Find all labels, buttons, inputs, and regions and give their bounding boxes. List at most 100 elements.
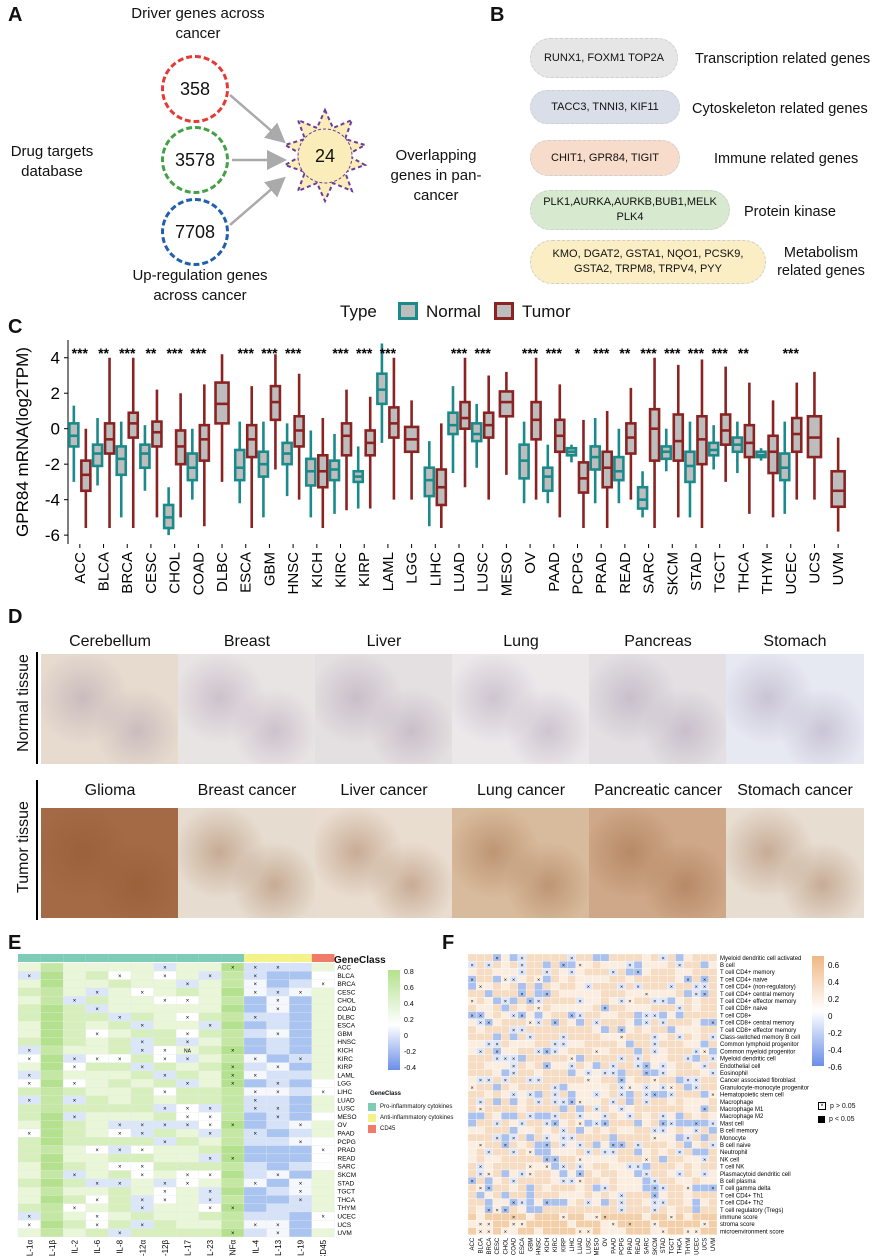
- ns-mark: ×: [231, 1049, 235, 1055]
- cell-f: [550, 1177, 560, 1185]
- cell-e: [40, 1004, 64, 1013]
- ns-mark: ×: [570, 1013, 573, 1019]
- cell-e: [153, 1012, 177, 1022]
- cell-f: [667, 1227, 676, 1235]
- cell-f: [476, 1112, 485, 1120]
- cell-f: [642, 1220, 651, 1228]
- ns-mark: ×: [562, 1042, 565, 1048]
- box-normal-KIRC: [328, 434, 341, 514]
- cell-f: [691, 1097, 701, 1106]
- ns-mark: ×: [276, 1065, 280, 1071]
- cell-e: [63, 1029, 86, 1038]
- box-tumor-THCA: [743, 382, 756, 514]
- cell-f: [542, 1025, 552, 1034]
- ns-mark: ×: [487, 1021, 490, 1027]
- cell-f: [691, 1213, 701, 1221]
- cell-f: [600, 1076, 610, 1084]
- cell-f: [617, 1004, 626, 1012]
- cell-f: [667, 1148, 676, 1156]
- cell-f: [584, 997, 593, 1005]
- cell-f: [592, 1198, 601, 1207]
- cell-f: [517, 1162, 527, 1171]
- cell-e: [243, 1029, 267, 1038]
- significance-UCEC: ***: [783, 345, 800, 361]
- cell-e: [153, 1128, 177, 1138]
- box-tumor-GBM: [269, 354, 282, 470]
- cell-f: [509, 1040, 518, 1048]
- ns-mark: ×: [570, 956, 573, 962]
- cell-f: [484, 1011, 494, 1019]
- ns-mark: ×: [570, 1136, 573, 1142]
- cell-e: [63, 1087, 86, 1096]
- cell-e: [176, 1186, 199, 1196]
- x-tick-label-ACC: ACC: [72, 552, 89, 584]
- cell-f: [525, 1061, 535, 1070]
- ns-mark: ×: [321, 1215, 325, 1221]
- cell-f: [667, 1105, 676, 1113]
- panel-letter-c: C: [8, 316, 23, 338]
- y-axis-label: GPR84 mRNA(log2TPM): [13, 347, 32, 537]
- x-tick-label-ESCA: ESCA: [238, 552, 255, 593]
- cell-f: [608, 1040, 618, 1048]
- ns-mark: ×: [661, 1021, 664, 1027]
- cell-e: [63, 1103, 86, 1113]
- cell-f: [633, 1220, 643, 1228]
- cell-f: [542, 975, 552, 983]
- overlap-count: 24: [314, 146, 336, 166]
- cell-f: [534, 1126, 543, 1135]
- cell-f: [509, 953, 518, 962]
- cell-f: [600, 1220, 610, 1228]
- immune-heatmap: × × × × Myeloid dendritic cell activated× × × ×…: [467, 953, 842, 1255]
- ns-mark: ×: [529, 1078, 532, 1084]
- cell-f: [542, 1177, 552, 1185]
- cell-f: [567, 1025, 577, 1034]
- cell-e: [266, 1195, 290, 1204]
- cell-f: [625, 1141, 635, 1149]
- cell-f: [667, 1184, 676, 1192]
- cell-f: [675, 1162, 684, 1171]
- cell-f: [517, 1141, 527, 1149]
- ns-mark: ×: [186, 999, 190, 1005]
- ns-mark: ×: [545, 970, 548, 976]
- cell-f: [658, 1141, 668, 1149]
- cell-f: [675, 1090, 684, 1099]
- cell-f: [467, 1040, 477, 1048]
- x-tick-label-UCS: UCS: [806, 552, 823, 584]
- cell-f: [691, 961, 701, 969]
- ns-mark: ×: [254, 1015, 258, 1021]
- cell-f: [584, 1126, 593, 1135]
- cell-f: [476, 1133, 485, 1142]
- cell-f: [501, 961, 510, 969]
- cell-f: [525, 1191, 535, 1199]
- cell-e: [243, 1120, 267, 1130]
- cell-f: [667, 1076, 676, 1084]
- ihc-normal-0: [41, 654, 179, 764]
- cell-e: [198, 1029, 222, 1038]
- cell-e: [85, 1095, 109, 1105]
- cell-e: [130, 1070, 154, 1080]
- cell-f: [567, 997, 577, 1005]
- cell-f: [617, 1126, 626, 1135]
- cell-f: [592, 1097, 601, 1106]
- row-label-f-35: T cell regulatory (Tregs): [720, 1208, 783, 1214]
- ns-mark: ×: [661, 956, 664, 962]
- ns-mark: ×: [276, 999, 280, 1005]
- cell-f: [700, 1040, 709, 1048]
- col-label-e-10: IL-4: [251, 1239, 260, 1253]
- cell-f: [658, 1076, 668, 1084]
- cell-f: [600, 1011, 610, 1019]
- cell-f: [550, 1198, 560, 1207]
- legend-normal-swatch: [398, 302, 418, 320]
- cell-f: [550, 1061, 560, 1070]
- cell-f: [575, 1033, 585, 1041]
- cell-f: [600, 961, 610, 969]
- cell-f: [567, 1047, 577, 1055]
- box-normal-THYM: [755, 448, 767, 461]
- class-bar-5: [131, 954, 154, 962]
- cell-f: [608, 1227, 618, 1235]
- cell-f: [584, 1191, 593, 1199]
- cell-e: [266, 979, 290, 989]
- cell-e: [266, 1120, 290, 1130]
- cell-f: [633, 1011, 643, 1019]
- cell-e: [85, 1012, 109, 1022]
